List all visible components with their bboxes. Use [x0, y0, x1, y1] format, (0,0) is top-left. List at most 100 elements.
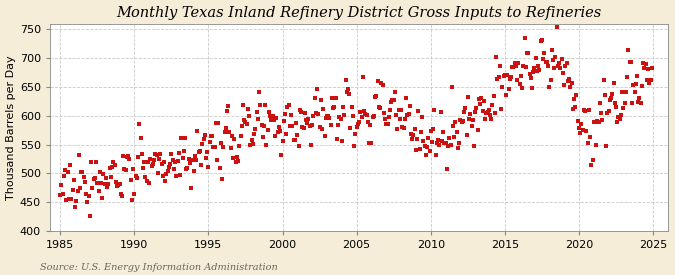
Point [585, 134, 595, 139]
Point [181, 167, 192, 171]
Point [213, 121, 223, 126]
Point [293, 143, 304, 148]
Point [634, 96, 645, 101]
Point [419, 144, 430, 149]
Point [306, 122, 317, 127]
Point [74, 153, 84, 157]
Point [162, 169, 173, 174]
Point [313, 111, 324, 116]
Point [84, 214, 95, 218]
Point [83, 193, 94, 198]
Point [71, 199, 82, 203]
Point [55, 193, 65, 197]
Point [375, 106, 385, 111]
Point [549, 66, 560, 70]
Point [647, 65, 657, 70]
Point [286, 113, 296, 117]
Point [583, 108, 594, 112]
Point [402, 113, 412, 118]
Point [177, 156, 188, 160]
Point [507, 65, 518, 69]
Point [529, 66, 540, 70]
Point [373, 105, 384, 109]
Point [566, 81, 577, 85]
Point [551, 25, 562, 29]
Point [93, 189, 104, 194]
Point [159, 160, 169, 165]
Point [487, 103, 498, 108]
Point [531, 56, 541, 60]
Point [414, 147, 425, 152]
Point [589, 120, 600, 125]
Point [236, 124, 247, 128]
Point [300, 111, 310, 115]
Point [209, 144, 220, 149]
Point [421, 153, 431, 157]
Point [400, 116, 410, 121]
Point [354, 120, 364, 125]
Point [371, 94, 382, 98]
Point [263, 109, 274, 114]
Point [132, 176, 142, 180]
Point [570, 105, 580, 109]
Point [524, 72, 535, 76]
Point [265, 114, 275, 119]
Point [508, 65, 519, 69]
Point [296, 110, 306, 114]
Point [501, 92, 512, 97]
Point [308, 114, 319, 119]
Point [252, 117, 263, 121]
Point [461, 133, 472, 138]
Point [439, 141, 450, 145]
Point [124, 156, 135, 161]
Point [111, 180, 122, 184]
Point [467, 118, 478, 122]
Point [215, 141, 226, 145]
Point [188, 169, 199, 173]
Point [406, 132, 416, 136]
Point [113, 183, 124, 187]
Point [510, 60, 520, 65]
Point [578, 108, 589, 112]
Point [592, 119, 603, 123]
Point [464, 117, 475, 121]
Point [471, 106, 482, 110]
Point [460, 106, 470, 111]
Point [105, 175, 116, 179]
Point [550, 55, 561, 60]
Point [394, 107, 404, 112]
Point [134, 122, 144, 126]
Point [620, 89, 631, 94]
Point [629, 90, 640, 94]
Point [553, 64, 564, 68]
Point [398, 126, 409, 131]
Point [586, 163, 597, 167]
Point [352, 122, 363, 127]
Point [539, 51, 549, 55]
Point [441, 167, 452, 171]
Point [118, 154, 129, 159]
Point [297, 125, 308, 129]
Point [498, 74, 509, 78]
Point [119, 167, 130, 171]
Point [483, 108, 494, 112]
Point [348, 114, 358, 119]
Point [468, 144, 479, 148]
Point [122, 155, 132, 160]
Point [576, 122, 587, 126]
Point [409, 127, 420, 131]
Point [217, 177, 227, 182]
Point [244, 113, 254, 118]
Point [575, 131, 586, 135]
Point [452, 146, 463, 150]
Point [139, 160, 150, 164]
Point [635, 101, 646, 105]
Point [492, 76, 503, 81]
Point [389, 90, 400, 94]
Point [611, 105, 622, 109]
Point [173, 151, 184, 155]
Point [257, 135, 268, 140]
Point [597, 117, 608, 122]
Point [344, 92, 354, 96]
Point [340, 78, 351, 82]
